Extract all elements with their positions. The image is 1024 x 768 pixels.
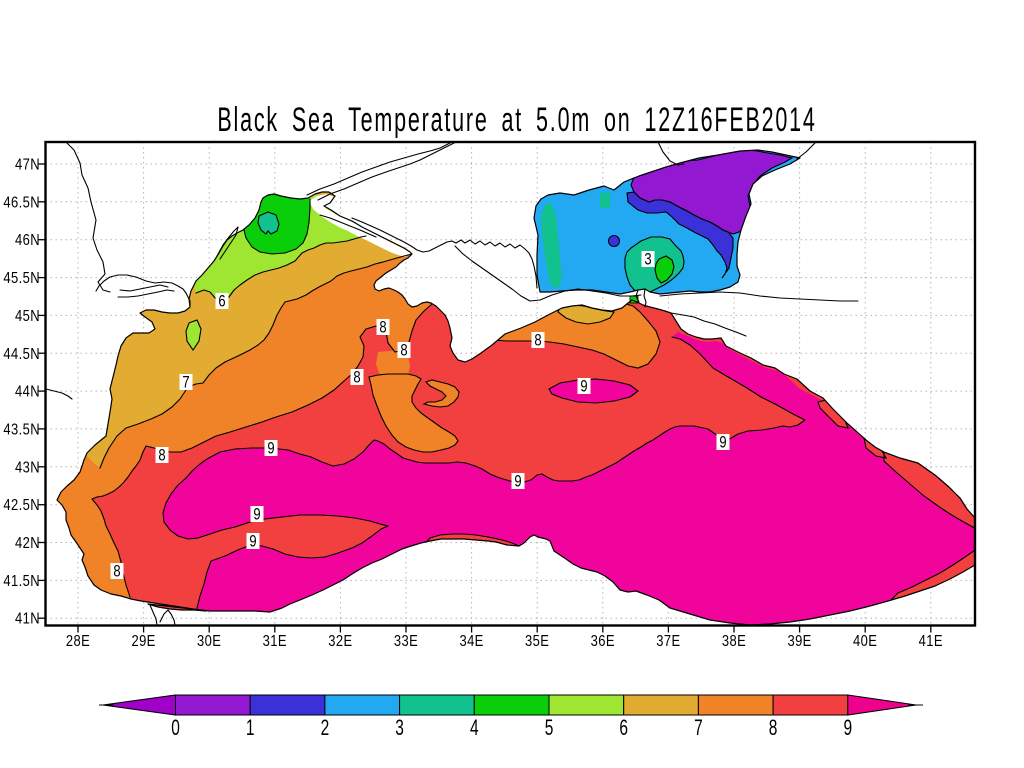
svg-text:8: 8 [769,716,778,740]
svg-text:8: 8 [379,319,386,337]
svg-text:40E: 40E [853,633,877,650]
svg-text:8: 8 [400,342,407,360]
svg-text:9: 9 [719,434,726,452]
svg-text:8: 8 [113,563,120,581]
svg-text:5: 5 [545,716,554,740]
svg-text:39E: 39E [787,633,811,650]
svg-text:3: 3 [644,251,651,269]
svg-text:3: 3 [395,716,404,740]
svg-text:Black Sea Temperature at 5.0m: Black Sea Temperature at 5.0m on 12Z16FE… [217,101,816,139]
svg-text:36E: 36E [591,633,615,650]
svg-text:45.5N: 45.5N [3,270,40,287]
svg-text:8: 8 [534,332,541,350]
svg-text:6: 6 [218,293,225,311]
svg-text:9: 9 [253,506,260,524]
svg-text:33E: 33E [394,633,418,650]
svg-text:7: 7 [694,716,703,740]
svg-text:37E: 37E [656,633,680,650]
svg-text:31E: 31E [263,633,287,650]
svg-text:41E: 41E [919,633,943,650]
svg-text:6: 6 [619,716,628,740]
svg-text:8: 8 [353,369,360,387]
svg-text:41N: 41N [15,611,40,628]
svg-text:7: 7 [182,374,189,392]
svg-text:44N: 44N [15,384,40,401]
svg-text:9: 9 [267,440,274,458]
svg-text:2: 2 [321,716,330,740]
svg-text:38E: 38E [722,633,746,650]
svg-text:45N: 45N [15,308,40,325]
svg-text:43N: 43N [15,459,40,476]
svg-text:46.5N: 46.5N [3,194,40,211]
svg-text:41.5N: 41.5N [3,573,40,590]
svg-text:0: 0 [171,716,180,740]
svg-text:44.5N: 44.5N [3,346,40,363]
svg-text:47N: 47N [15,157,40,174]
svg-text:9: 9 [580,378,587,396]
svg-text:4: 4 [470,716,479,740]
svg-text:32E: 32E [328,633,352,650]
svg-text:46N: 46N [15,232,40,249]
svg-text:42N: 42N [15,535,40,552]
svg-text:43.5N: 43.5N [3,421,40,438]
svg-text:30E: 30E [197,633,221,650]
svg-text:9: 9 [249,533,256,551]
svg-text:35E: 35E [525,633,549,650]
svg-text:28E: 28E [66,633,90,650]
svg-text:34E: 34E [459,633,483,650]
svg-text:29E: 29E [131,633,155,650]
svg-text:9: 9 [514,473,521,491]
svg-text:1: 1 [246,716,255,740]
svg-text:8: 8 [158,447,165,465]
svg-text:42.5N: 42.5N [3,497,40,514]
svg-text:9: 9 [843,716,852,740]
